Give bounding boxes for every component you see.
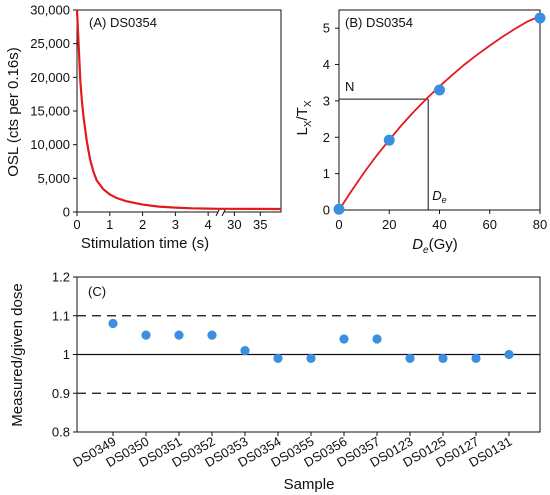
panel-b-point [333,203,345,215]
panel-b-xtick-label: 20 [382,217,396,232]
panel-b-xtick-label: 0 [335,217,342,232]
panel-a-xtick-label: 0 [73,217,80,232]
panel-b-xtick-label: 40 [432,217,446,232]
panel-b-n-label: N [345,79,354,94]
panel-b-ytick-label: 4 [323,57,330,72]
panel-a-xtick-label: 2 [139,217,146,232]
panel-a-xtick-label: 4 [205,217,212,232]
panel-c-point [207,330,217,340]
panel-c-point [438,353,448,363]
panel-b-ytick-label: 1 [323,166,330,181]
panel-c-xlabel: Sample [284,476,335,493]
panel-c-point [372,334,382,344]
panel-a-axis-break-gap [218,208,224,216]
panel-a-osl-curve [75,9,282,211]
panel-b-ytick-label: 0 [323,203,330,218]
panel-c-ytick-label: 0.9 [52,386,70,401]
panel-b-de-label: De [432,188,446,205]
panel-a-xtick-label: 35 [253,217,267,232]
panel-b-title: (B) DS0354 [345,15,413,30]
panel-b-ytick-label: 3 [323,93,330,108]
panel-c-point [273,353,283,363]
panel-a-ytick-label: 15,000 [30,104,70,119]
panel-c-ytick-label: 1 [63,347,70,362]
panel-b-xtick-label: 80 [533,217,547,232]
panel-a-ytick-label: 25,000 [30,36,70,51]
panel-b-xlabel: De(Gy) [412,236,458,256]
panel-b-xtick-label: 60 [483,217,497,232]
panel-c-point [174,330,184,340]
panel-a-xtick-label: 3 [172,217,179,232]
panel-b-point [534,12,546,24]
panel-c-point [306,353,316,363]
panel-b-point [383,134,395,146]
panel-c-ylabel: Measured/given dose [9,283,26,426]
panel-c-title: (C) [88,284,106,299]
panel-b-frame [338,9,541,211]
panel-c-point [504,349,514,360]
panel-a-ytick-label: 30,000 [30,3,70,18]
panel-c-ytick-label: 1.2 [52,270,70,285]
panel-a-xtick-label: 1 [106,217,113,232]
panel-a-ytick-label: 5,000 [37,171,70,186]
panel-b-ytick-label: 2 [323,130,330,145]
panel-c-point [240,346,250,356]
panel-a-ytick-label: 10,000 [30,137,70,152]
panel-b-fit-curve [338,15,541,211]
panel-c-point [141,330,151,340]
panel-c-point [108,318,118,329]
panel-c-ytick-label: 0.8 [52,425,70,440]
panel-c-point [405,353,415,363]
panel-a-title: (A) DS0354 [89,15,157,30]
panel-b-ylabel: LX/TX [294,100,314,135]
panel-b-ytick-label: 5 [323,21,330,36]
panel-a-ylabel: OSL (cts per 0.16s) [5,47,22,177]
panel-b-point [434,84,445,96]
panel-a-ytick-label: 0 [63,205,70,220]
panel-c-point [339,334,349,344]
panel-a-xlabel: Stimulation time (s) [81,235,209,252]
panel-c-ytick-label: 1.1 [52,308,70,323]
panel-c-point [471,353,481,363]
panel-a-frame [76,9,282,213]
panel-a-ytick-label: 20,000 [30,70,70,85]
panel-a-xtick-label: 30 [227,217,241,232]
